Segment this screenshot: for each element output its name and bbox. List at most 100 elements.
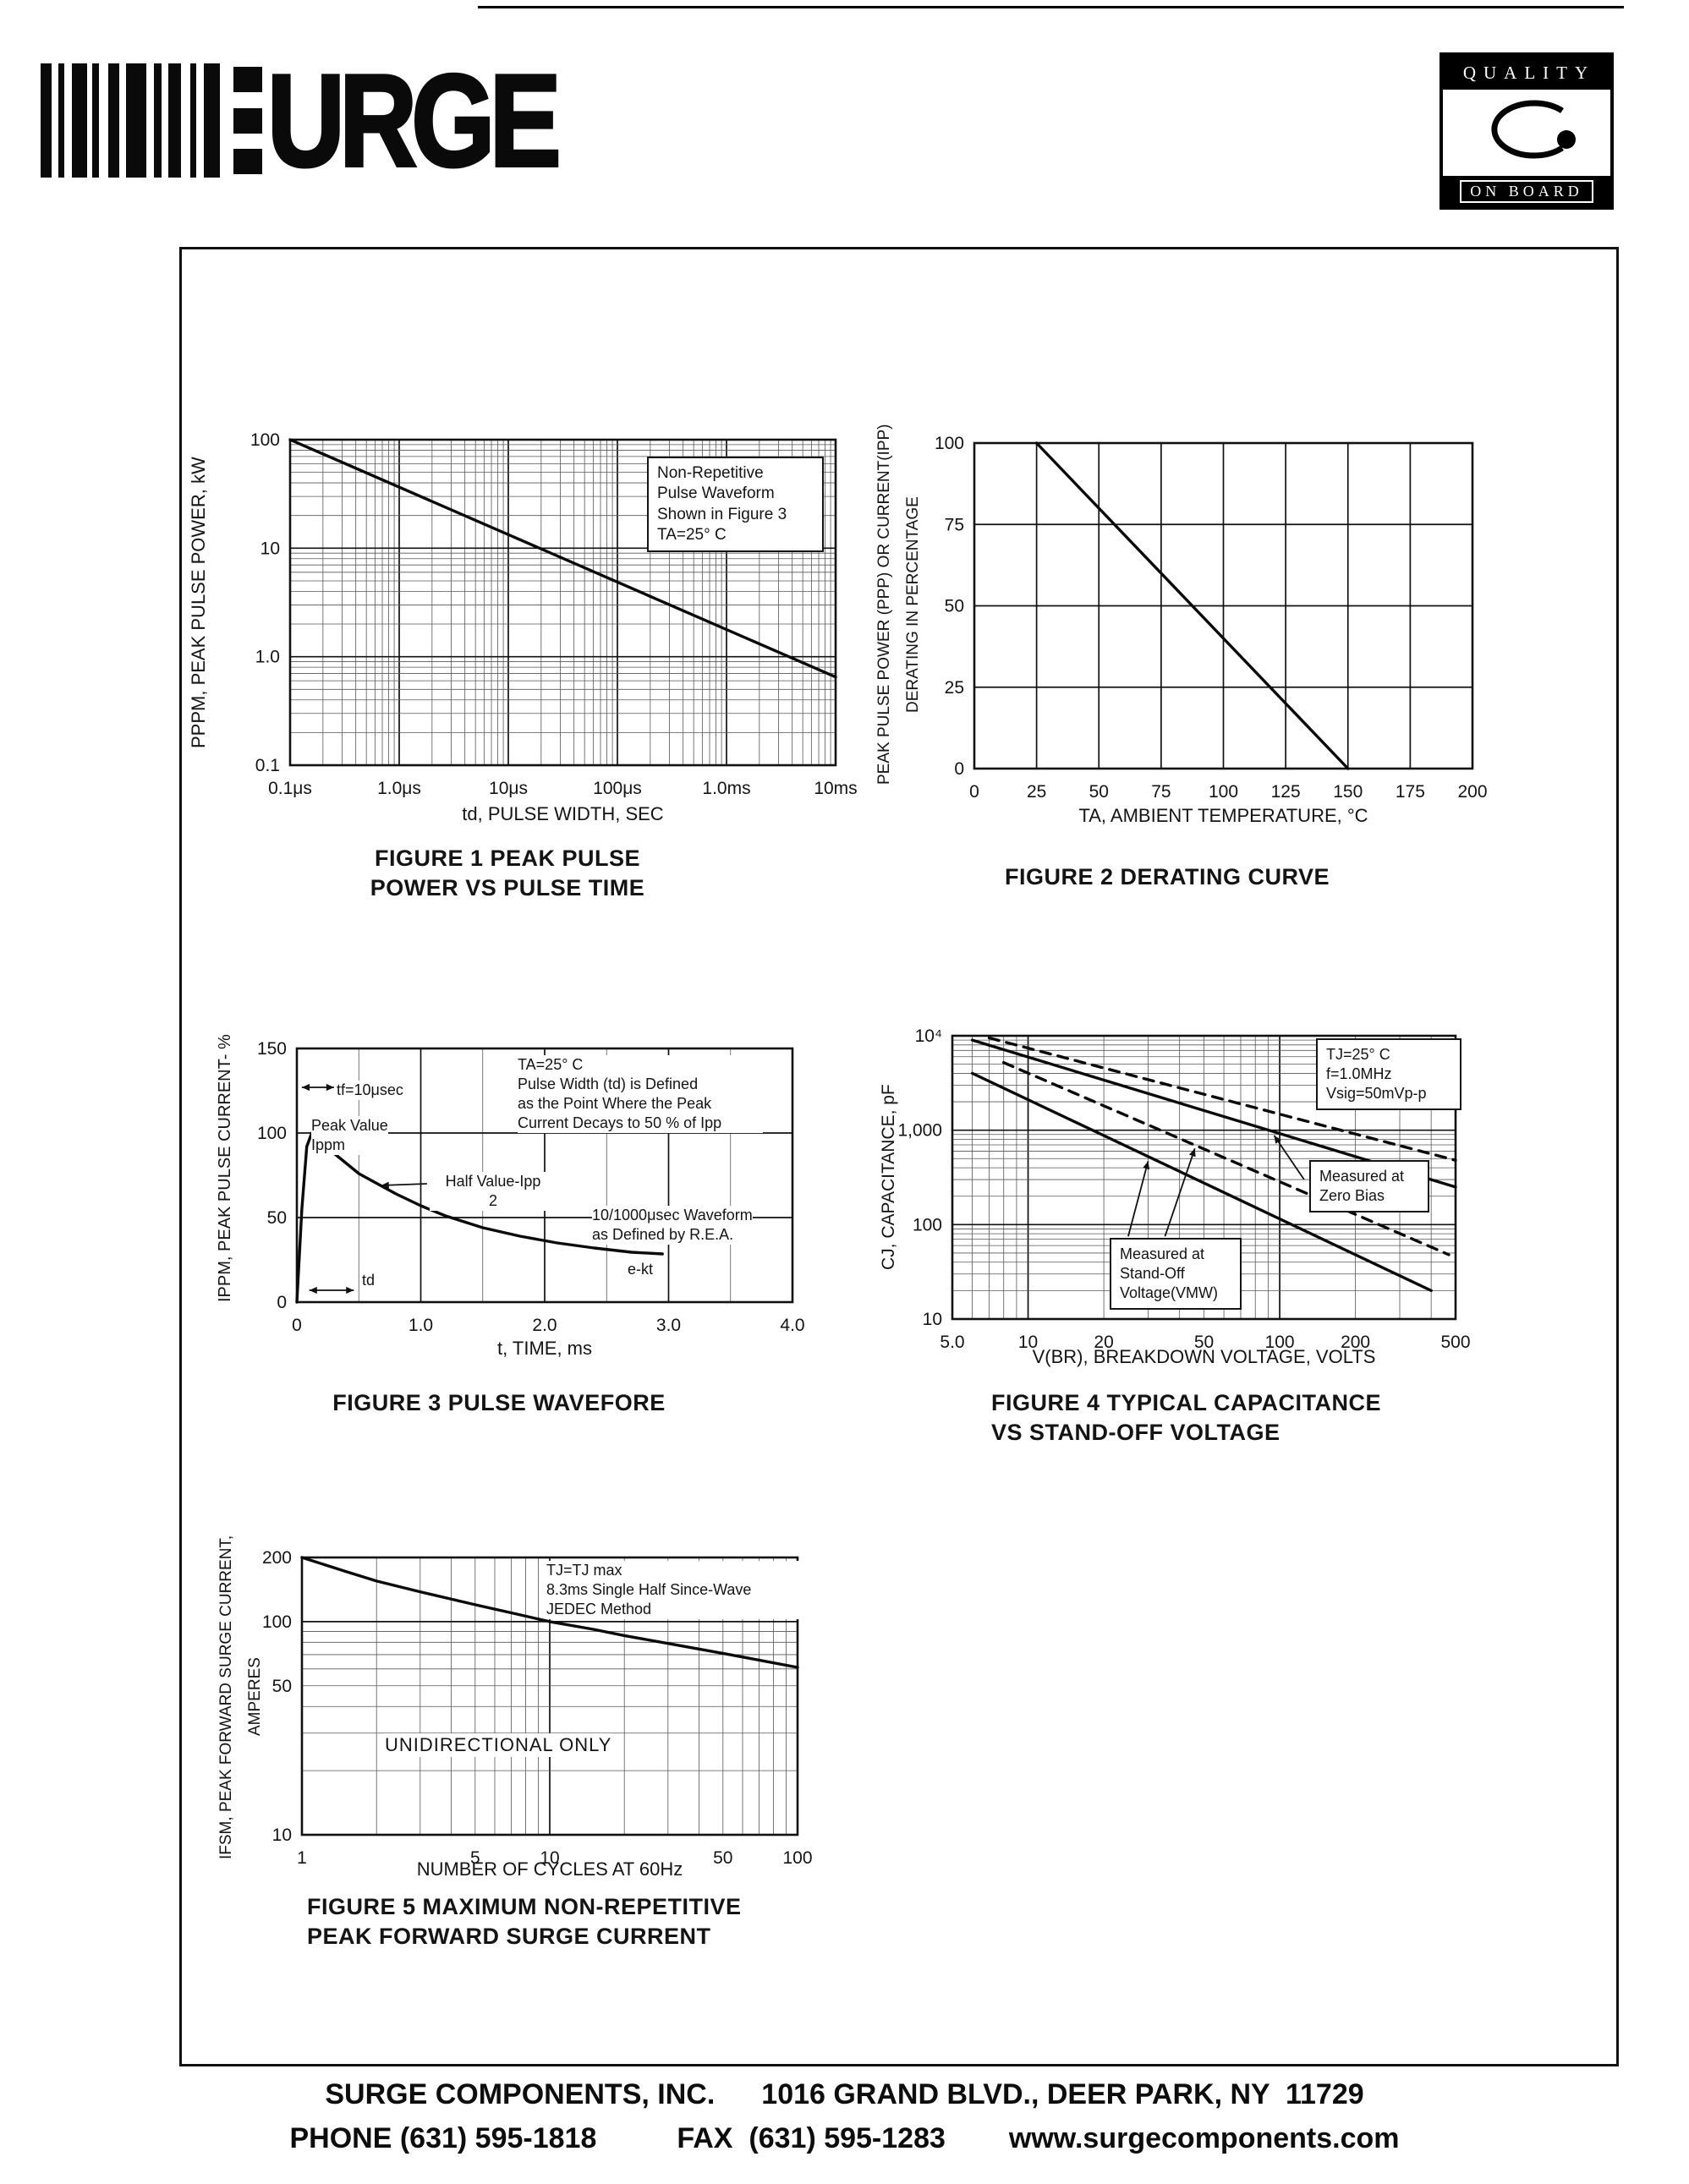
figure3-y-axis-label: IPPM, PEAK PULSE CURRENT- % — [216, 1034, 234, 1302]
figure4-conditions-note: TJ=25° C f=1.0MHz Vsig=50mVp-p — [1316, 1038, 1461, 1111]
quality-bottom-text: ON BOARD — [1460, 179, 1593, 203]
svg-text:2.0: 2.0 — [532, 1316, 557, 1335]
svg-text:10⁴: 10⁴ — [915, 1026, 942, 1046]
svg-text:100: 100 — [935, 434, 964, 453]
svg-text:100: 100 — [262, 1612, 292, 1632]
figure2-x-axis-label: TA, AMBIENT TEMPERATURE, °C — [1078, 805, 1368, 826]
figure3-x-axis-label: t, TIME, ms — [496, 1338, 593, 1359]
svg-text:25: 25 — [945, 678, 964, 698]
svg-text:0: 0 — [969, 782, 979, 802]
footer-website: www.surgecomponents.com — [1008, 2122, 1400, 2154]
svg-text:4.0: 4.0 — [780, 1316, 804, 1335]
svg-text:100: 100 — [250, 430, 280, 450]
svg-text:75: 75 — [945, 515, 964, 534]
figure3-peak-value-note: Peak Value Ippm — [311, 1116, 388, 1156]
content-frame — [179, 247, 1619, 2066]
figure4-zero-bias-note: Measured at Zero Bias — [1309, 1160, 1429, 1213]
svg-text:200: 200 — [1457, 782, 1487, 802]
figure5-plot: 1 5 10 50 100 200 100 50 10 — [262, 1548, 813, 1868]
svg-text:175: 175 — [1396, 782, 1425, 802]
svg-text:1.0: 1.0 — [255, 648, 280, 667]
svg-text:10: 10 — [272, 1825, 292, 1845]
svg-text:100: 100 — [1265, 1333, 1295, 1352]
svg-text:100: 100 — [782, 1848, 812, 1868]
svg-text:50: 50 — [272, 1677, 292, 1696]
svg-text:50: 50 — [267, 1208, 287, 1228]
figure3-conditions-note: TA=25° C Pulse Width (td) is Defined as … — [518, 1055, 763, 1134]
svg-text:50: 50 — [1194, 1333, 1214, 1352]
svg-text:100μs: 100μs — [593, 779, 642, 798]
svg-text:5.0: 5.0 — [940, 1333, 964, 1352]
figure3-td-note: td — [362, 1271, 376, 1291]
figure2-y-axis-label-line2: DERATING IN PERCENTAGE — [904, 496, 922, 713]
figure3-rea-note: 10/1000μsec Waveform as Defined by R.E.A… — [592, 1206, 753, 1245]
svg-text:25: 25 — [1027, 782, 1046, 802]
footer-company: SURGE COMPONENTS, INC. — [325, 2078, 716, 2110]
figure4-x-axis-label: V(BR), BREAKDOWN VOLTAGE, VOLTS — [1032, 1346, 1376, 1367]
svg-text:20: 20 — [1094, 1333, 1113, 1352]
footer-fax-label: FAX — [677, 2122, 749, 2154]
svg-text:1: 1 — [297, 1848, 307, 1868]
footer-fax: (631) 595-1283 — [749, 2122, 946, 2154]
footer-phone: (631) 595-1818 — [399, 2122, 597, 2154]
figure2-plot: 0 25 50 75 100 125 150 175 200 100 75 50 25 0 — [935, 434, 1488, 802]
footer-contact-line: PHONE (631) 595-1818 FAX (631) 595-1283 … — [0, 2122, 1689, 2155]
quality-top-label: QUALITY — [1443, 56, 1610, 90]
figure3-half-value-note: Half Value-Ipp 2 — [430, 1172, 557, 1212]
svg-text:100: 100 — [913, 1215, 942, 1234]
logo-s-glyph-icon — [233, 63, 262, 178]
svg-text:200: 200 — [262, 1548, 292, 1568]
footer-address: 1016 GRAND BLVD., DEER PARK, NY 11729 — [761, 2078, 1364, 2110]
figure5-x-axis-label: NUMBER OF CYCLES AT 60Hz — [416, 1858, 683, 1880]
logo-wordmark: URGE — [266, 47, 562, 194]
svg-text:0: 0 — [277, 1293, 287, 1312]
figure5-unidirectional-note: UNIDIRECTIONAL ONLY — [385, 1733, 612, 1758]
svg-text:0: 0 — [954, 759, 964, 779]
figure4-y-axis-label: CJ, CAPACITANCE, pF — [879, 1084, 898, 1271]
figure1-conditions-note: Non-Repetitive Pulse Waveform Shown in F… — [647, 457, 824, 553]
footer-address-line: SURGE COMPONENTS, INC. 1016 GRAND BLVD.,… — [0, 2078, 1689, 2111]
figure3-tf-note: tf=10μsec — [337, 1081, 403, 1101]
svg-text:500: 500 — [1440, 1333, 1470, 1352]
figure1-x-axis-label: td, PULSE WIDTH, SEC — [462, 803, 664, 824]
figure4-standoff-note: Measured at Stand-Off Voltage(VMW) — [1110, 1238, 1242, 1311]
svg-text:100: 100 — [1209, 782, 1238, 802]
figure3-ekt-note: e-kt — [628, 1260, 654, 1280]
svg-text:10: 10 — [1018, 1333, 1038, 1352]
figure5-conditions-note: TJ=TJ max 8.3ms Single Half Since-Wave J… — [546, 1561, 804, 1620]
svg-text:0.1μs: 0.1μs — [268, 779, 312, 798]
svg-text:200: 200 — [1341, 1333, 1370, 1352]
svg-text:50: 50 — [1089, 782, 1109, 802]
svg-text:3.0: 3.0 — [656, 1316, 681, 1335]
footer-phone-label: PHONE — [289, 2122, 400, 2154]
figure1-plot: 0.1μs 1.0μs 10μs 100μs 1.0ms 10ms 100 10 1.0 0.1 — [250, 430, 858, 798]
svg-text:150: 150 — [1333, 782, 1363, 802]
figure3-plot: 0 1.0 2.0 3.0 4.0 150 100 50 0 — [257, 1039, 805, 1335]
figure2-y-axis-label-line1: PEAK PULSE POWER (PPP) OR CURRENT(IPP) — [875, 424, 893, 785]
quality-bottom-label: ON BOARD — [1443, 176, 1610, 206]
figure3-caption: FIGURE 3 PULSE WAVEFORE — [332, 1390, 666, 1415]
svg-text:100: 100 — [257, 1124, 287, 1143]
figure1-caption: FIGURE 1 PEAK PULSE POWER VS PULSE TIME — [370, 846, 645, 901]
figure1-y-axis-label: PPPM, PEAK PULSE POWER, kW — [188, 457, 209, 748]
svg-text:50: 50 — [945, 597, 964, 616]
svg-text:10μs: 10μs — [489, 779, 528, 798]
svg-text:125: 125 — [1271, 782, 1301, 802]
quality-mark-icon — [1443, 90, 1610, 176]
svg-text:75: 75 — [1151, 782, 1171, 802]
figure5-y-axis-label-line2: AMPERES — [246, 1657, 264, 1737]
quality-badge: QUALITY ON BOARD — [1439, 52, 1614, 210]
svg-text:5: 5 — [470, 1848, 480, 1868]
figure4-caption: FIGURE 4 TYPICAL CAPACITANCE VS STAND-OF… — [991, 1390, 1382, 1446]
svg-text:1,000: 1,000 — [897, 1121, 942, 1141]
svg-text:1.0: 1.0 — [409, 1316, 433, 1335]
logo-barcode-icon — [41, 63, 220, 178]
svg-text:0.1: 0.1 — [255, 756, 280, 775]
surge-logo: URGE — [41, 47, 619, 194]
scan-artifact-line — [478, 6, 1624, 8]
figure5-caption: FIGURE 5 MAXIMUM NON-REPETITIVE PEAK FOR… — [307, 1894, 742, 1950]
svg-text:0: 0 — [292, 1316, 302, 1335]
svg-text:1.0ms: 1.0ms — [702, 779, 750, 798]
svg-text:10: 10 — [923, 1310, 942, 1329]
svg-text:10ms: 10ms — [814, 779, 857, 798]
